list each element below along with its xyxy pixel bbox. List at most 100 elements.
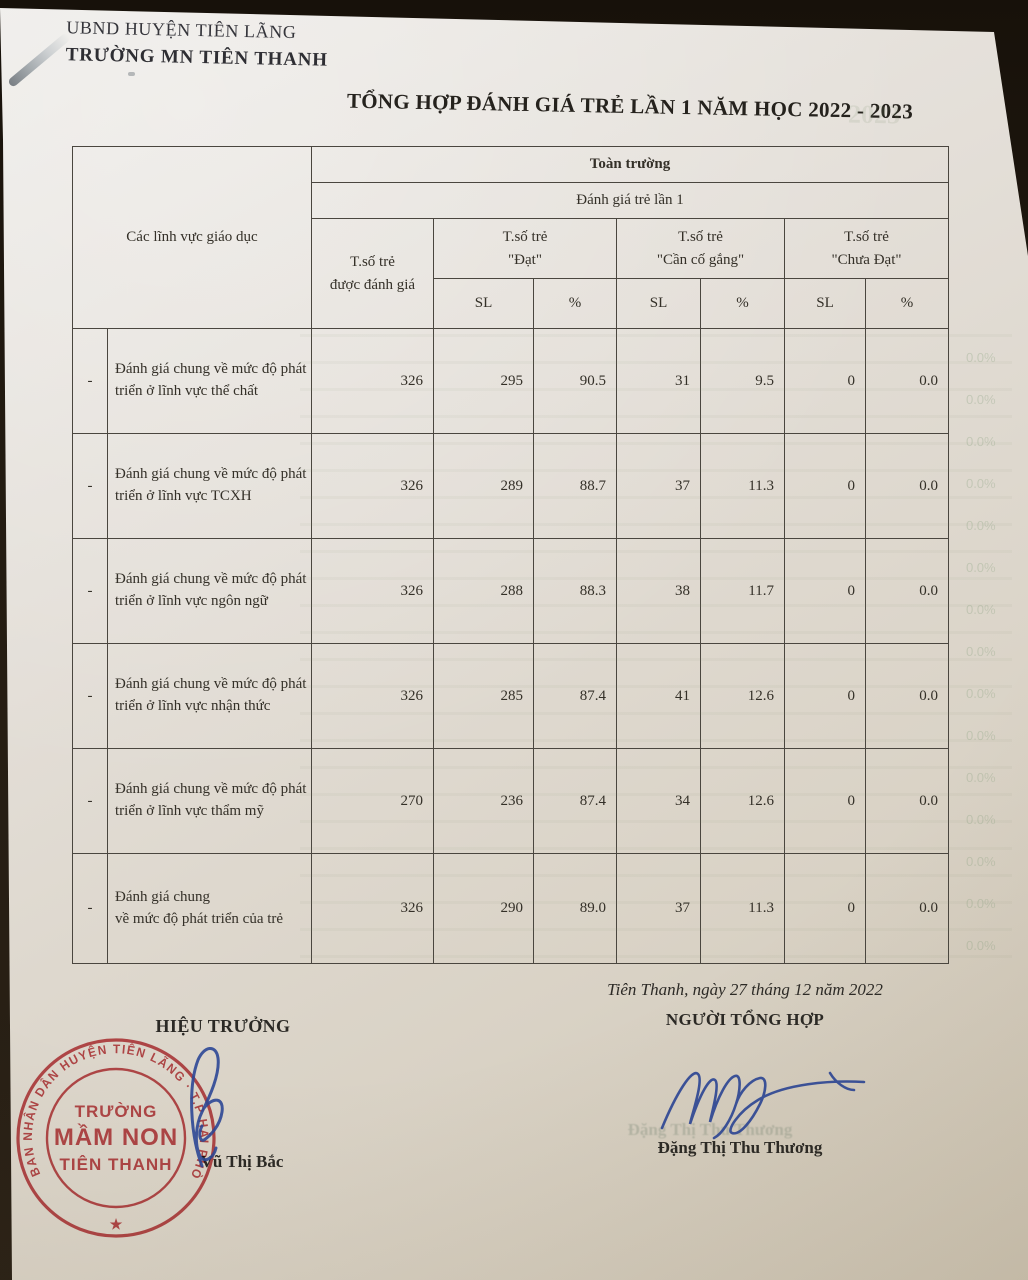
bleed-through-compiler-name: Đặng Thị Thu Thương	[627, 1120, 793, 1139]
cell-dash: -	[72, 853, 108, 964]
cell-assessed: 326	[311, 853, 434, 964]
cell-assessed: 326	[311, 538, 434, 644]
cell-chuadat-sl: 0	[784, 748, 866, 854]
compiler-title: NGƯỜI TỔNG HỢP	[665, 1010, 825, 1029]
cell-chuadat-pct: 0.0	[864, 643, 950, 749]
cell-cogang-pct: 12.6	[700, 748, 785, 854]
label-line-2: triển ở lĩnh vực thể chất	[115, 383, 259, 399]
header-cogang-pct: %	[700, 278, 785, 329]
cell-domain-label: Đánh giá chung về mức độ phát triển ở lĩn…	[107, 643, 312, 749]
cell-cogang-sl: 38	[616, 538, 701, 644]
cell-cogang-pct: 9.5	[700, 328, 785, 434]
label-line-2: triển ở lĩnh vực TCXH	[115, 488, 252, 504]
cell-dash: -	[72, 328, 108, 434]
cell-dat-pct: 90.5	[533, 328, 617, 434]
cell-dat-sl: 285	[433, 643, 534, 749]
cell-chuadat-sl: 0	[784, 538, 866, 644]
table-row: - Đánh giá chung về mức độ phát triển của…	[72, 853, 950, 964]
cell-cogang-pct: 11.3	[700, 433, 785, 539]
header-chuadat-sl: SL	[784, 278, 866, 329]
org-line-1: UBND HUYỆN TIÊN LÃNG	[66, 17, 297, 43]
cell-cogang-sl: 37	[616, 433, 701, 539]
cell-dat-pct: 89.0	[533, 853, 617, 964]
label-line-1: Đánh giá chung về mức độ phát	[115, 361, 307, 378]
stamp-center-line-3: TIÊN THANH	[60, 1155, 173, 1174]
bleed-through-text: 0.0%	[965, 769, 996, 786]
cell-domain-label: Đánh giá chung về mức độ phát triển của t…	[107, 853, 312, 964]
bleed-through-text: 0.0%	[965, 601, 996, 618]
header-dat-pct: %	[533, 278, 617, 329]
bleed-through-text: 0.0%	[965, 475, 996, 492]
table-row: - Đánh giá chung về mức độ phát triển ở l…	[72, 643, 950, 749]
cell-chuadat-pct: 0.0	[864, 433, 950, 539]
bleed-through-text: 0.0%	[965, 727, 996, 744]
cell-domain-label: Đánh giá chung về mức độ phát triển ở lĩn…	[107, 328, 312, 434]
label-line-1: Đánh giá chung về mức độ phát	[115, 676, 307, 693]
pen-smudge-dot	[128, 72, 135, 76]
header-dat-l2: "Đạt"	[508, 251, 542, 268]
cell-domain-label: Đánh giá chung về mức độ phát triển ở lĩn…	[107, 433, 312, 539]
cell-dat-pct: 88.7	[533, 433, 617, 539]
school-round-stamp: UỶ BAN NHÂN DÂN HUYỆN TIÊN LÃNG · T.P HẢ…	[0, 1018, 216, 1238]
cell-chuadat-pct: 0.0	[864, 853, 950, 964]
cell-chuadat-pct: 0.0	[864, 328, 950, 434]
label-line-1: Đánh giá chung về mức độ phát	[115, 571, 307, 588]
bleed-through-text: 0.0%	[965, 391, 996, 408]
label-line-1: Đánh giá chung về mức độ phát	[115, 781, 307, 798]
cell-domain-label: Đánh giá chung về mức độ phát triển ở lĩn…	[107, 538, 312, 644]
label-line-2: triển ở lĩnh vực nhận thức	[115, 698, 271, 714]
label-line-2: triển ở lĩnh vực thẩm mỹ	[115, 803, 264, 819]
cell-cogang-sl: 34	[616, 748, 701, 854]
bleed-through-text: 0.0%	[965, 559, 996, 576]
cell-assessed: 326	[311, 433, 434, 539]
header-assessment-round: Đánh giá trẻ lần 1	[310, 182, 950, 219]
header-cogang-l2: "Cần cố gắng"	[656, 251, 745, 268]
cell-dat-sl: 236	[433, 748, 534, 854]
cell-assessed: 270	[311, 748, 434, 854]
cell-dat-pct: 87.4	[533, 748, 617, 854]
cell-dash: -	[72, 643, 108, 749]
cell-assessed: 326	[311, 328, 434, 434]
cell-dash: -	[72, 433, 108, 539]
header-chuadat: T.số trẻ "Chưa Đạt"	[783, 218, 950, 279]
cell-dat-sl: 289	[433, 433, 534, 539]
cell-chuadat-sl: 0	[784, 433, 866, 539]
cell-cogang-sl: 41	[616, 643, 701, 749]
header-assessed-total: T.số trẻ được đánh giá	[311, 218, 434, 329]
bleed-through-text: 0.0%	[965, 937, 996, 954]
label-line-1: Đánh giá chung về mức độ phát	[115, 466, 307, 483]
cell-chuadat-pct: 0.0	[864, 538, 950, 644]
label-line-2: triển ở lĩnh vực ngôn ngữ	[115, 593, 268, 609]
pen-smudge-mark	[7, 32, 72, 88]
stamp-center-line-1: TRƯỜNG	[75, 1102, 158, 1121]
header-chuadat-l1: T.số trẻ	[844, 229, 889, 245]
org-header: UBND HUYỆN TIÊN LÃNG TRƯỜNG MN TIÊN THAN…	[66, 17, 329, 71]
cell-domain-label: Đánh giá chung về mức độ phát triển ở lĩn…	[107, 748, 312, 854]
assessment-table: Các lĩnh vực giáo dục Toàn trường Đánh g…	[72, 146, 950, 964]
bleed-through-text: 0.0%	[965, 853, 996, 870]
cell-chuadat-sl: 0	[784, 328, 866, 434]
page-title: TỔNG HỢP ĐÁNH GIÁ TRẺ LẦN 1 NĂM HỌC 2022…	[346, 88, 914, 124]
header-dat-sl: SL	[433, 278, 534, 329]
table-row: - Đánh giá chung về mức độ phát triển ở l…	[72, 328, 950, 434]
bleed-through-text: 0.0%	[965, 895, 996, 912]
header-cogang: T.số trẻ "Cần cố gắng"	[616, 218, 785, 279]
bleed-through-text: 0.0%	[965, 643, 996, 660]
cell-dat-sl: 295	[433, 328, 534, 434]
cell-cogang-pct: 11.3	[700, 853, 785, 964]
header-dat: T.số trẻ "Đạt"	[433, 218, 617, 279]
stamp-center-line-2: MẦM NON	[54, 1123, 178, 1151]
principal-title: HIỆU TRƯỞNG	[155, 1016, 291, 1036]
bleed-through-text: 0.0%	[965, 685, 996, 702]
header-cogang-l1: T.số trẻ	[678, 229, 723, 245]
org-line-2: TRƯỜNG MN TIÊN THANH	[65, 44, 329, 71]
cell-dat-pct: 88.3	[533, 538, 617, 644]
cell-cogang-pct: 12.6	[700, 643, 785, 749]
cell-cogang-pct: 11.7	[700, 538, 785, 644]
cell-dash: -	[72, 748, 108, 854]
cell-dash: -	[72, 538, 108, 644]
header-school-wide: Toàn trường	[310, 146, 950, 183]
bleed-through-text: 0.0%	[965, 517, 996, 534]
